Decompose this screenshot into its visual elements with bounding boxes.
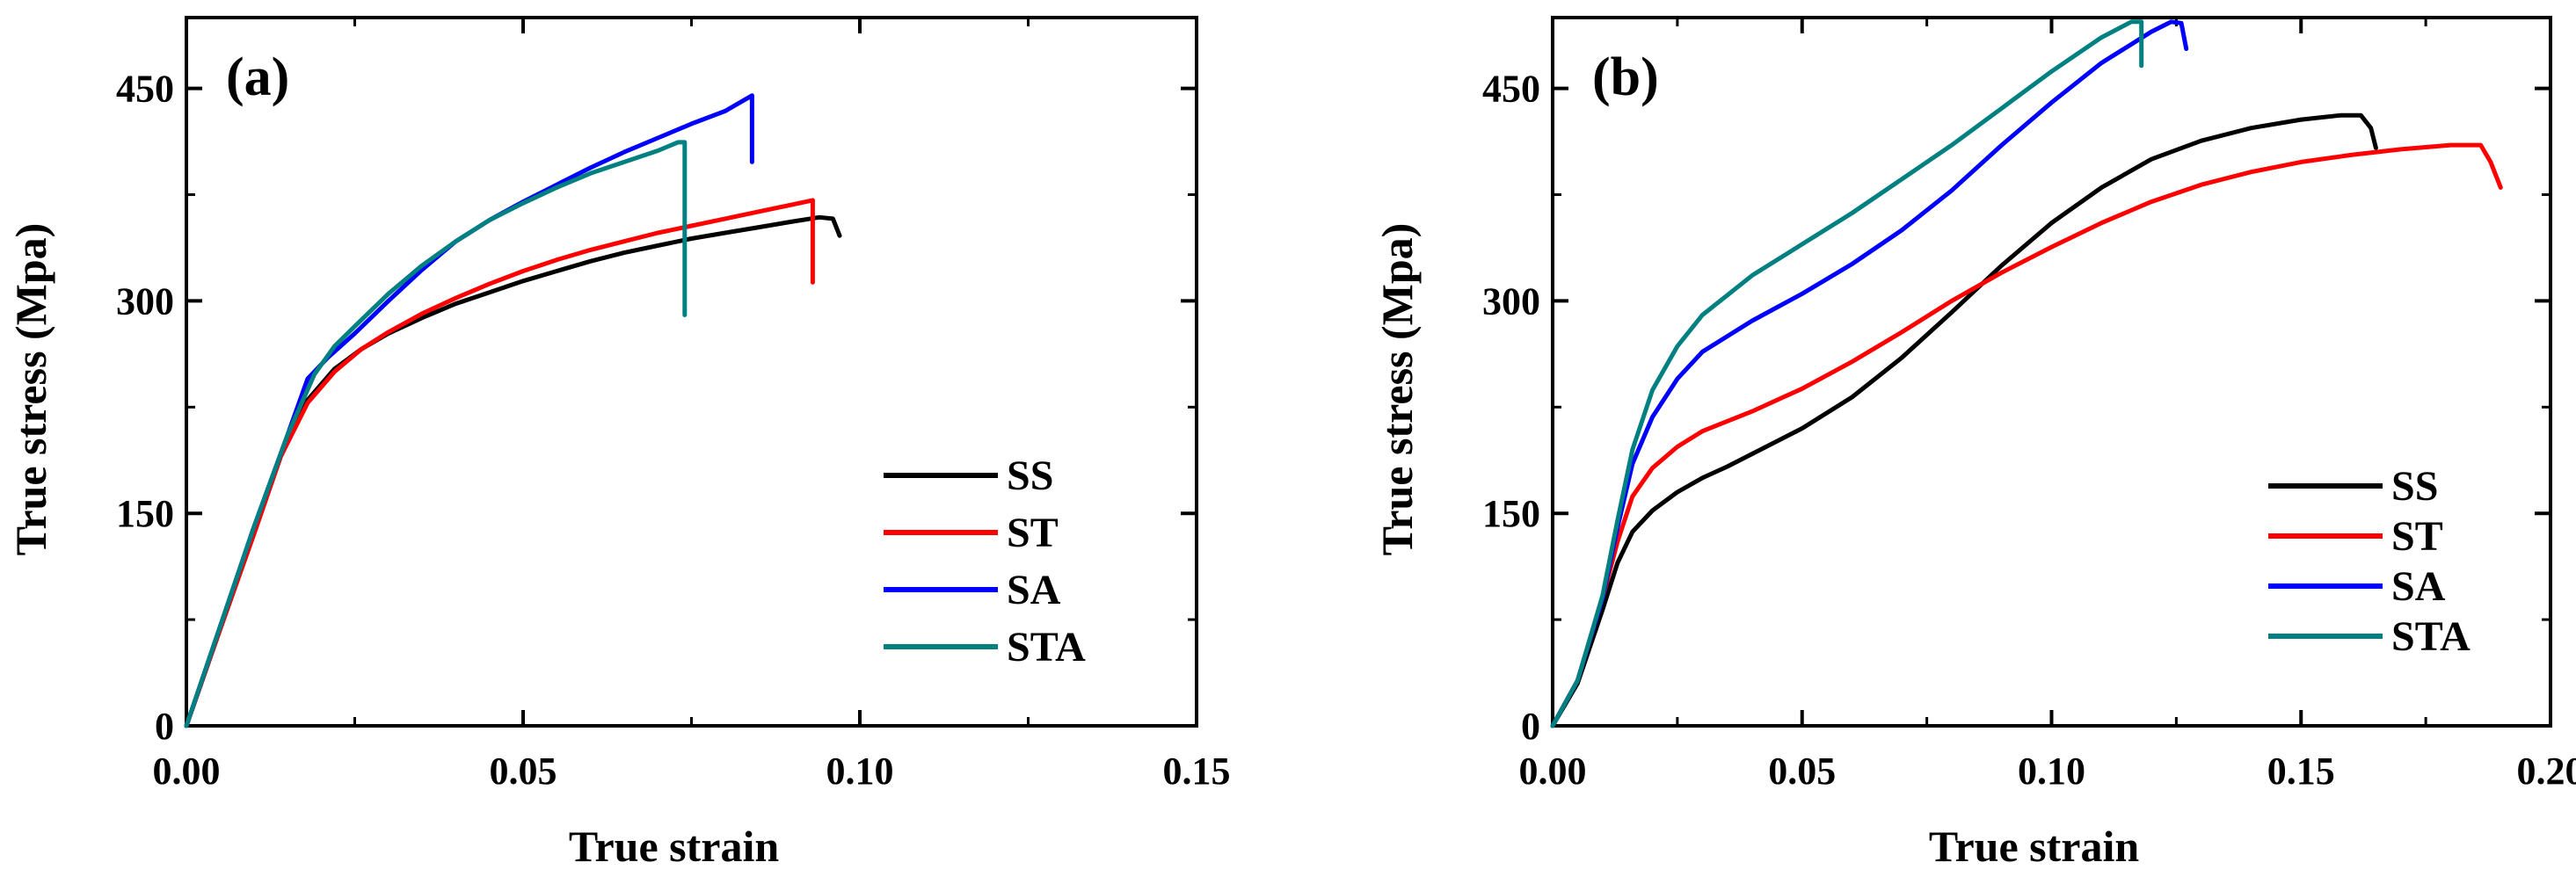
y-tick-label: 0	[155, 705, 174, 748]
x-tick-label: 0.05	[1768, 750, 1836, 793]
x-tick-label: 0.20	[2517, 750, 2576, 793]
legend-label-sa: SA	[2391, 563, 2446, 610]
y-axis-title: True stress (Mpa)	[6, 223, 55, 556]
legend-label-ss: SS	[1007, 453, 1053, 499]
series-line-sta	[186, 142, 685, 726]
y-tick-label: 300	[116, 279, 174, 322]
x-tick-label: 0.00	[153, 750, 221, 793]
y-axis-title: True stress (Mpa)	[1372, 223, 1422, 556]
chart-panel-a: 0.00 0.05 0.10 0.15 0 150 300 450 True strain Tru…	[6, 18, 1231, 871]
y-tick-label: 450	[1482, 68, 1540, 111]
panel-label: (b)	[1592, 47, 1659, 107]
y-tick-label: 150	[116, 492, 174, 535]
legend-label-st: ST	[1007, 510, 1059, 556]
y-tick-label: 450	[116, 68, 174, 111]
y-tick-label: 300	[1482, 279, 1540, 322]
x-tick-label: 0.10	[2018, 750, 2085, 793]
legend-label-sta: STA	[1007, 624, 1086, 670]
series-line-sa	[1553, 22, 2187, 726]
x-axis-title: True strain	[569, 822, 780, 871]
legend-label-sa: SA	[1007, 567, 1061, 613]
series-line-sta	[1553, 22, 2142, 726]
series-line-ss	[1553, 115, 2376, 726]
legend-label-ss: SS	[2391, 463, 2438, 510]
x-tick-label: 0.00	[1519, 750, 1587, 793]
series-line-st	[186, 200, 812, 726]
legend-label-st: ST	[2391, 513, 2443, 560]
x-tick-label: 0.05	[490, 750, 557, 793]
x-tick-label: 0.15	[1163, 750, 1231, 793]
series-line-sa	[186, 96, 752, 726]
x-axis-title: True strain	[1929, 822, 2140, 871]
x-tick-label: 0.10	[826, 750, 894, 793]
legend: SS ST SA STA	[884, 453, 1086, 670]
y-tick-label: 150	[1482, 492, 1540, 535]
series-line-ss	[186, 217, 840, 726]
x-tick-label: 0.15	[2267, 750, 2335, 793]
panel-label: (a)	[226, 47, 289, 107]
y-tick-label: 0	[1521, 705, 1540, 748]
chart-panel-b: 0.00 0.05 0.10 0.15 0.20 0 150 300 450 True strai…	[1372, 18, 2576, 871]
legend-label-sta: STA	[2391, 613, 2470, 660]
